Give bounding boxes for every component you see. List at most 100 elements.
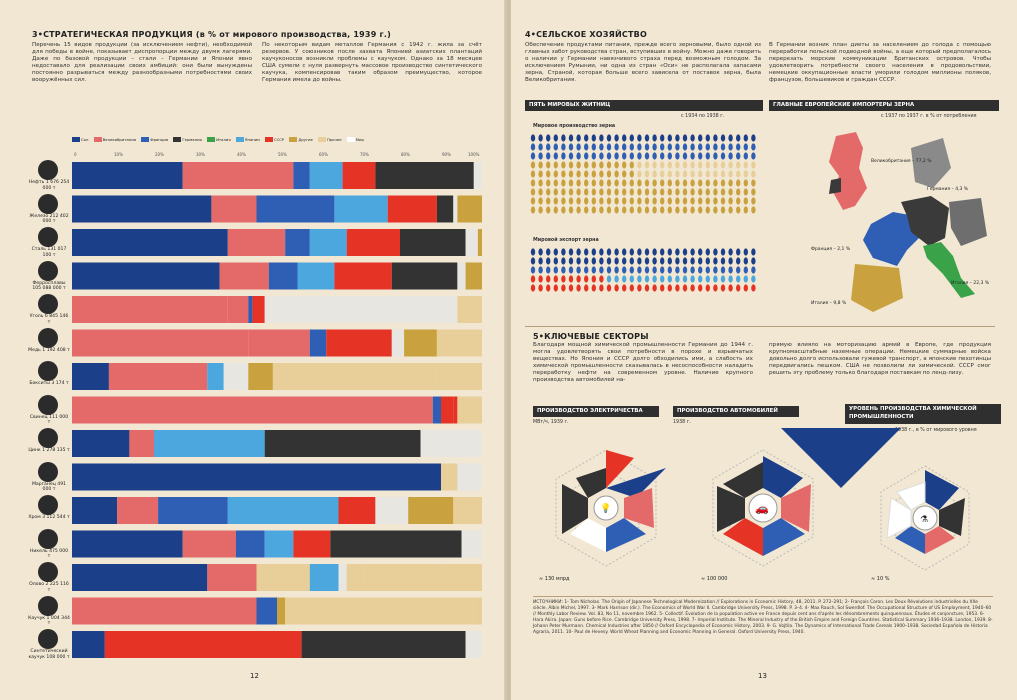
wheat-mark bbox=[682, 257, 688, 265]
bar-segment bbox=[473, 597, 482, 625]
bar-segment bbox=[272, 363, 437, 390]
wheat-mark bbox=[606, 197, 612, 205]
page-number-left: 12 bbox=[250, 672, 259, 680]
wheat-mark bbox=[713, 275, 718, 283]
wheat-mark bbox=[546, 188, 551, 196]
bar-segment bbox=[465, 262, 482, 290]
wheat-mark bbox=[698, 257, 703, 265]
wheat-mark bbox=[622, 257, 627, 265]
bar-segment bbox=[227, 497, 339, 524]
wheat-mark bbox=[675, 134, 680, 142]
wheat-mark bbox=[698, 170, 703, 178]
importers-header: ГЛАВНЫЕ ЕВРОПЕЙСКИЕ ИМПОРТЕРЫ ЗЕРНА bbox=[769, 100, 999, 111]
wheat-mark bbox=[698, 197, 703, 205]
wheat-mark bbox=[675, 170, 680, 178]
wheat-mark bbox=[599, 170, 604, 178]
wheat-mark bbox=[698, 248, 703, 256]
legend-item: Великобритания bbox=[93, 137, 136, 142]
wheat-mark bbox=[568, 284, 574, 292]
wheat-mark bbox=[720, 143, 726, 151]
wheat-mark bbox=[736, 248, 741, 256]
chart-legend: Сол Великобритания Франция Германия Итал… bbox=[72, 137, 482, 145]
wheat-mark bbox=[637, 143, 642, 151]
wheat-mark bbox=[743, 152, 748, 160]
wheat-mark bbox=[568, 134, 574, 142]
wheat-mark bbox=[530, 170, 536, 178]
wheat-mark bbox=[546, 152, 551, 160]
radar-cars: 🚗 bbox=[712, 449, 814, 567]
wheat-mark bbox=[584, 134, 589, 142]
sources-text: ИСТОЧНИКИ: 1- Tom Nicholas. The Origin o… bbox=[533, 600, 993, 635]
wheat-mark bbox=[720, 257, 726, 265]
wheat-mark bbox=[751, 170, 756, 178]
wheat-mark bbox=[568, 257, 574, 265]
wheat-mark bbox=[736, 134, 741, 142]
sources-divider bbox=[533, 596, 993, 597]
tick-label: 70% bbox=[360, 152, 369, 157]
wheat-mark bbox=[728, 197, 733, 205]
wheat-mark bbox=[622, 248, 627, 256]
wheat-mark bbox=[530, 152, 536, 160]
wheat-mark bbox=[713, 248, 718, 256]
wheat-mark bbox=[606, 143, 612, 151]
tick-label: 100% bbox=[468, 152, 480, 157]
wheat-mark bbox=[591, 257, 596, 265]
wheat-mark bbox=[606, 284, 612, 292]
wheat-mark bbox=[705, 134, 710, 142]
legend-item: Сол bbox=[72, 137, 88, 142]
wheat-mark bbox=[652, 197, 657, 205]
wheat-mark bbox=[644, 170, 650, 178]
bar-segment bbox=[457, 396, 482, 424]
map-label-uk: Великобритания – 77,2 % bbox=[871, 158, 932, 164]
wheat-mark bbox=[622, 161, 627, 169]
left-page: 3•СТРАТЕГИЧЕСКАЯ ПРОДУКЦИЯ (в % от миров… bbox=[0, 0, 506, 700]
wheat-mark bbox=[682, 179, 688, 187]
wheat-mark bbox=[743, 179, 748, 187]
wheat-mark bbox=[690, 197, 695, 205]
wheat-mark bbox=[553, 275, 558, 283]
wheat-mark bbox=[614, 257, 619, 265]
wheat-mark bbox=[667, 197, 672, 205]
wheat-mark bbox=[622, 206, 627, 214]
wheat-mark bbox=[614, 134, 619, 142]
wheat-mark bbox=[599, 179, 604, 187]
wheat-mark bbox=[660, 143, 665, 151]
wheat-mark bbox=[743, 170, 748, 178]
bar-segment bbox=[72, 229, 228, 256]
wheat-mark bbox=[568, 170, 574, 178]
wheat-mark bbox=[568, 188, 574, 196]
wheat-mark bbox=[720, 134, 726, 142]
wheat-mark bbox=[614, 188, 619, 196]
resource-icon bbox=[38, 160, 58, 180]
agri-text-col1: Обеспечение продуктами питания, прежде в… bbox=[525, 42, 761, 83]
wheat-mark bbox=[698, 266, 703, 274]
wheat-mark bbox=[614, 170, 619, 178]
wheat-mark bbox=[576, 170, 581, 178]
wheat-mark bbox=[743, 188, 748, 196]
wheat-mark bbox=[629, 257, 634, 265]
wheat-mark bbox=[736, 170, 741, 178]
map-label-germany: Германия – 4,3 % bbox=[927, 186, 969, 192]
wheat-mark bbox=[629, 152, 634, 160]
wheat-mark bbox=[751, 152, 756, 160]
wheat-mark bbox=[675, 257, 680, 265]
wheat-mark bbox=[622, 143, 627, 151]
wheat-mark bbox=[675, 275, 680, 283]
wheat-mark bbox=[561, 188, 566, 196]
wheat-mark bbox=[736, 206, 741, 214]
wheat-mark bbox=[728, 266, 733, 274]
wheat-mark bbox=[713, 152, 718, 160]
wheat-mark bbox=[667, 257, 672, 265]
wheat-mark bbox=[652, 170, 657, 178]
bar-segment bbox=[309, 162, 343, 189]
wheat-mark bbox=[591, 284, 596, 292]
wheat-mark bbox=[599, 152, 604, 160]
wheat-mark bbox=[743, 284, 748, 292]
wheat-mark bbox=[743, 275, 748, 283]
wheat-mark bbox=[667, 275, 672, 283]
bar-segment bbox=[420, 430, 482, 457]
bar-segment bbox=[219, 262, 269, 290]
map-east bbox=[949, 198, 987, 246]
bar-segment bbox=[72, 497, 118, 524]
wheat-mark bbox=[629, 197, 634, 205]
